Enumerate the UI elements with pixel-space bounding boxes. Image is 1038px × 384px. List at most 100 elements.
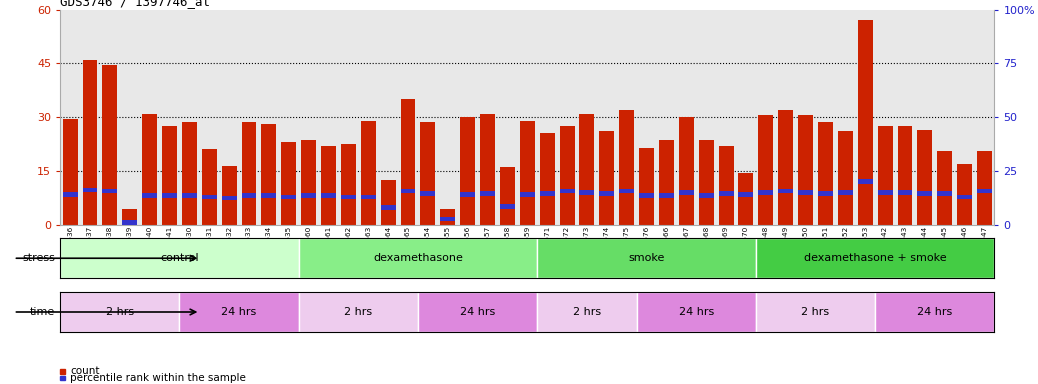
Bar <box>898 190 912 195</box>
Text: GDS3746 / 1397746_at: GDS3746 / 1397746_at <box>60 0 211 8</box>
Bar <box>937 191 952 195</box>
Bar <box>918 191 932 195</box>
Text: 2 hrs: 2 hrs <box>801 307 829 317</box>
Bar <box>299 292 418 332</box>
Bar <box>361 121 376 225</box>
Bar <box>401 189 415 194</box>
Bar <box>718 146 734 225</box>
Text: dexamethasone + smoke: dexamethasone + smoke <box>803 253 947 263</box>
Bar <box>340 144 356 225</box>
Bar <box>440 217 456 222</box>
Bar <box>699 141 714 225</box>
Bar <box>201 195 217 199</box>
Bar <box>838 131 853 225</box>
Bar <box>62 119 78 225</box>
Bar <box>142 114 157 225</box>
Bar <box>418 292 538 332</box>
Bar <box>60 238 299 278</box>
Bar <box>162 126 177 225</box>
Bar <box>83 60 98 225</box>
Bar <box>898 126 912 225</box>
Bar <box>857 20 873 225</box>
Bar <box>620 110 634 225</box>
Bar <box>262 194 276 198</box>
Bar <box>659 141 674 225</box>
Text: 24 hrs: 24 hrs <box>679 307 714 317</box>
Bar <box>440 209 456 225</box>
Bar <box>599 191 614 195</box>
Text: 2 hrs: 2 hrs <box>345 307 373 317</box>
Text: control: control <box>160 253 198 263</box>
Text: 24 hrs: 24 hrs <box>460 307 495 317</box>
Bar <box>718 191 734 195</box>
Bar <box>679 190 693 195</box>
Bar <box>182 194 197 198</box>
Bar <box>857 179 873 184</box>
Bar <box>103 189 117 194</box>
Text: 24 hrs: 24 hrs <box>918 307 953 317</box>
Bar <box>538 238 756 278</box>
Bar <box>679 117 693 225</box>
Bar <box>540 133 554 225</box>
Bar <box>977 189 992 194</box>
Bar <box>937 151 952 225</box>
Bar <box>262 124 276 225</box>
Bar <box>636 292 756 332</box>
Bar <box>756 292 875 332</box>
Text: stress: stress <box>22 253 55 263</box>
Bar <box>361 195 376 199</box>
Bar <box>977 151 992 225</box>
Bar <box>381 205 395 210</box>
Bar <box>798 115 813 225</box>
Bar <box>122 209 137 225</box>
Text: count: count <box>70 366 100 376</box>
Bar <box>142 194 157 198</box>
Text: dexamethasone: dexamethasone <box>373 253 463 263</box>
Bar <box>182 122 197 225</box>
Bar <box>639 194 654 198</box>
Bar <box>756 238 994 278</box>
Bar <box>798 190 813 195</box>
Bar <box>520 192 535 197</box>
Bar <box>62 192 78 197</box>
Bar <box>918 130 932 225</box>
Bar <box>818 122 832 225</box>
Bar <box>620 189 634 194</box>
Bar <box>420 191 435 195</box>
Bar <box>500 204 515 209</box>
Text: time: time <box>30 307 55 317</box>
Bar <box>162 194 177 198</box>
Bar <box>957 195 972 199</box>
Bar <box>301 141 317 225</box>
Bar <box>520 121 535 225</box>
Bar <box>321 146 336 225</box>
Bar <box>460 192 475 197</box>
Bar <box>559 189 574 194</box>
Bar <box>281 195 296 199</box>
Bar <box>559 126 574 225</box>
Bar <box>122 220 137 225</box>
Bar <box>83 188 98 192</box>
Bar <box>579 190 595 195</box>
Bar <box>778 110 793 225</box>
Bar <box>639 147 654 225</box>
Bar <box>759 190 773 195</box>
Bar <box>500 167 515 225</box>
Bar <box>957 164 972 225</box>
Bar <box>401 99 415 225</box>
Bar <box>481 191 495 195</box>
Bar <box>699 194 714 198</box>
Text: 24 hrs: 24 hrs <box>221 307 256 317</box>
Bar <box>838 190 853 195</box>
Bar <box>738 173 754 225</box>
Bar <box>759 115 773 225</box>
Bar <box>878 126 893 225</box>
Text: 2 hrs: 2 hrs <box>106 307 134 317</box>
Bar <box>321 194 336 198</box>
Bar <box>281 142 296 225</box>
Bar <box>201 149 217 225</box>
Text: percentile rank within the sample: percentile rank within the sample <box>70 373 246 383</box>
Bar <box>778 189 793 194</box>
Bar <box>222 166 237 225</box>
Bar <box>180 292 299 332</box>
